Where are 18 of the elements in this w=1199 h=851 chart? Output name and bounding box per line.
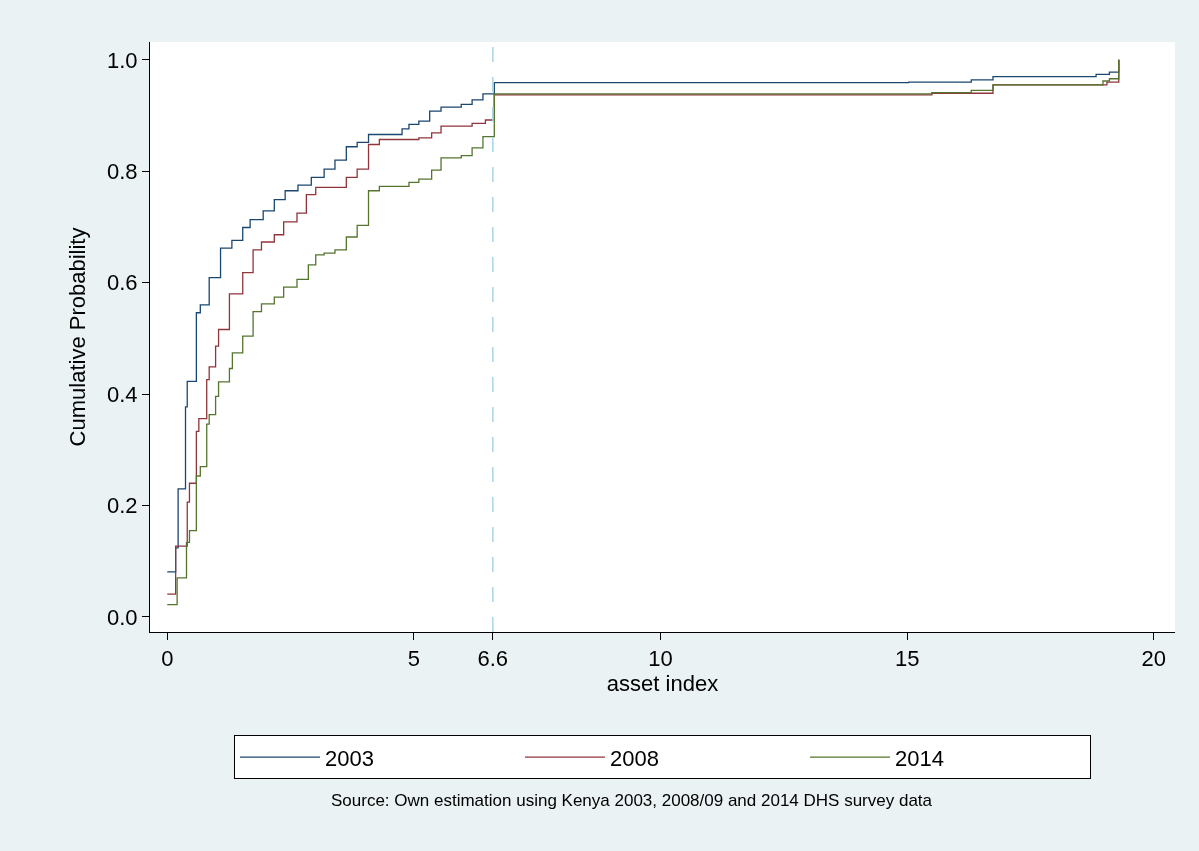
y-tick-label: 0.6 (107, 270, 138, 296)
x-tick-label: 6.6 (477, 646, 509, 672)
source-note: Source: Own estimation using Kenya 2003, 2008/09 and 2014 DHS survey data (331, 791, 933, 810)
legend-label: 2014 (895, 745, 944, 771)
x-tick-label: 5 (407, 646, 421, 672)
y-tick-label: 0.8 (107, 158, 138, 184)
y-tick-label: 0.0 (107, 604, 138, 630)
y-tick-label: 0.4 (107, 381, 138, 407)
legend-label: 2008 (610, 745, 659, 771)
x-tick-label: 0 (161, 646, 174, 672)
x-tick-label: 20 (1141, 646, 1167, 672)
x-axis-title: asset index (606, 671, 719, 697)
y-axis-title: Cumulative Probability (64, 227, 90, 447)
x-tick-label: 10 (648, 646, 673, 672)
legend-label: 2003 (325, 745, 374, 771)
y-tick-label: 0.2 (107, 493, 138, 519)
x-tick-label: 15 (894, 646, 920, 672)
y-tick-label: 1.0 (107, 47, 138, 73)
